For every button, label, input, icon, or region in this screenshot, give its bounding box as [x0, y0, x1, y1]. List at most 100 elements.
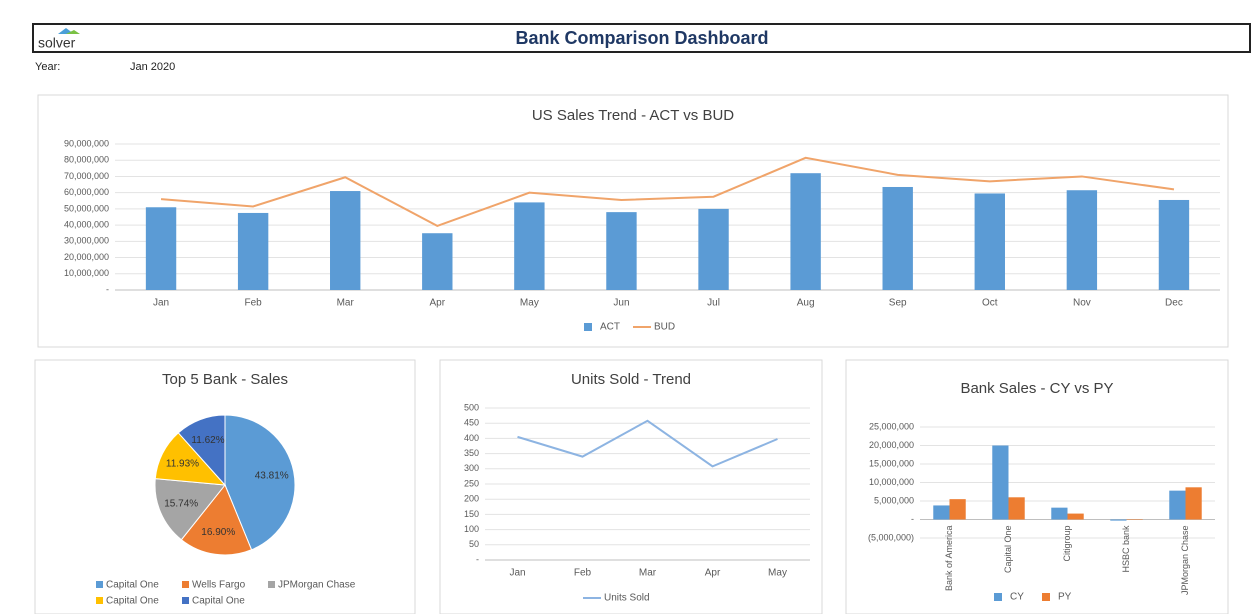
- legend-swatch: [96, 581, 103, 588]
- x-tick-label: Citigroup: [1062, 526, 1072, 562]
- y-tick-label: (5,000,000): [868, 532, 914, 542]
- legend-label: Capital One: [192, 596, 245, 607]
- chart-title: Units Sold - Trend: [571, 371, 691, 388]
- bar: [145, 207, 177, 290]
- pie-slice: [224, 414, 296, 551]
- bar: [1066, 190, 1098, 290]
- chart-title: Top 5 Bank - Sales: [162, 371, 288, 388]
- legend-label: PY: [1058, 592, 1072, 603]
- x-tick-label: Feb: [245, 298, 263, 309]
- bar: [1158, 199, 1190, 290]
- y-tick-label: 5,000,000: [874, 495, 914, 505]
- y-tick-label: 10,000,000: [64, 268, 109, 278]
- y-tick-label: -: [476, 554, 479, 564]
- y-tick-label: 350: [464, 448, 479, 458]
- legend-label: Capital One: [106, 580, 159, 591]
- bar: [1110, 519, 1127, 521]
- y-tick-label: 150: [464, 509, 479, 519]
- bar: [974, 193, 1005, 290]
- y-tick-label: 500: [464, 402, 479, 412]
- x-tick-label: Dec: [1165, 298, 1183, 309]
- line-series: [160, 156, 1175, 228]
- x-tick-label: HSBC bank: [1121, 525, 1131, 573]
- legend-label: ACT: [600, 322, 620, 333]
- legend-swatch: [182, 597, 189, 604]
- y-tick-label: 100: [464, 524, 479, 534]
- legend-swatch: [96, 597, 103, 604]
- chart-panel: [439, 359, 823, 614]
- x-tick-label: Nov: [1073, 298, 1091, 309]
- legend-swatch: [994, 593, 1002, 601]
- y-tick-label: 50,000,000: [64, 203, 109, 213]
- y-tick-label: 70,000,000: [64, 171, 109, 181]
- pie-label: 15.74%: [164, 498, 198, 509]
- bar: [330, 191, 361, 290]
- bar: [949, 499, 966, 520]
- legend-swatch: [182, 581, 189, 588]
- x-tick-label: Mar: [337, 298, 355, 309]
- x-tick-label: Oct: [982, 298, 998, 309]
- chart-title: US Sales Trend - ACT vs BUD: [532, 107, 734, 124]
- line-series: [517, 419, 778, 468]
- y-tick-label: 20,000,000: [869, 440, 914, 450]
- legend-label: Wells Fargo: [192, 580, 246, 591]
- bar: [237, 212, 269, 290]
- year-value: Jan 2020: [130, 61, 175, 73]
- legend-label: CY: [1010, 592, 1024, 603]
- y-tick-label: 90,000,000: [64, 138, 109, 148]
- x-tick-label: Feb: [574, 568, 592, 579]
- x-tick-label: Apr: [430, 298, 446, 309]
- logo: solver: [38, 35, 76, 51]
- bar: [790, 173, 821, 290]
- header-bar: [32, 23, 1251, 53]
- x-tick-label: Aug: [797, 298, 815, 309]
- legend-label: Capital One: [106, 596, 159, 607]
- bar: [1126, 519, 1143, 520]
- bar: [606, 212, 637, 290]
- pie-label: 43.81%: [255, 470, 289, 481]
- legend-swatch: [268, 581, 275, 588]
- y-tick-label: 25,000,000: [869, 421, 914, 431]
- x-tick-label: JPMorgan Chase: [1180, 526, 1190, 596]
- y-tick-label: 50: [469, 539, 479, 549]
- x-tick-label: May: [768, 568, 787, 579]
- chart-panel: [845, 359, 1229, 614]
- legend-label: BUD: [654, 322, 675, 333]
- y-tick-label: 30,000,000: [64, 236, 109, 246]
- y-tick-label: 40,000,000: [64, 219, 109, 229]
- logo-icon: [66, 30, 80, 34]
- y-tick-label: 200: [464, 494, 479, 504]
- x-tick-label: Bank of America: [944, 526, 954, 592]
- pie-label: 16.90%: [201, 527, 235, 538]
- y-tick-label: 250: [464, 478, 479, 488]
- legend-swatch: [584, 323, 592, 331]
- x-tick-label: Jan: [153, 298, 169, 309]
- x-tick-label: Jun: [613, 298, 629, 309]
- bar: [1169, 490, 1186, 520]
- y-tick-label: 400: [464, 433, 479, 443]
- pie-slice: [154, 478, 226, 541]
- bar: [882, 186, 913, 290]
- x-tick-label: Sep: [889, 298, 907, 309]
- legend-label: Units Sold: [604, 593, 650, 604]
- y-tick-label: 10,000,000: [869, 477, 914, 487]
- year-label: Year:: [35, 61, 60, 73]
- y-tick-label: 80,000,000: [64, 155, 109, 165]
- x-tick-label: May: [520, 298, 539, 309]
- pie-label: 11.93%: [166, 458, 199, 469]
- bar: [422, 233, 453, 290]
- bar: [992, 445, 1009, 520]
- legend-label: JPMorgan Chase: [278, 580, 356, 591]
- bar: [514, 202, 545, 290]
- x-tick-label: Jul: [707, 298, 720, 309]
- y-tick-label: 20,000,000: [64, 252, 109, 262]
- x-tick-label: Capital One: [1003, 526, 1013, 574]
- y-tick-label: 450: [464, 418, 479, 428]
- bar: [933, 505, 950, 520]
- bar: [1185, 487, 1202, 520]
- x-tick-label: Jan: [509, 568, 525, 579]
- y-tick-label: 60,000,000: [64, 187, 109, 197]
- chart-title: Bank Sales - CY vs PY: [960, 380, 1113, 397]
